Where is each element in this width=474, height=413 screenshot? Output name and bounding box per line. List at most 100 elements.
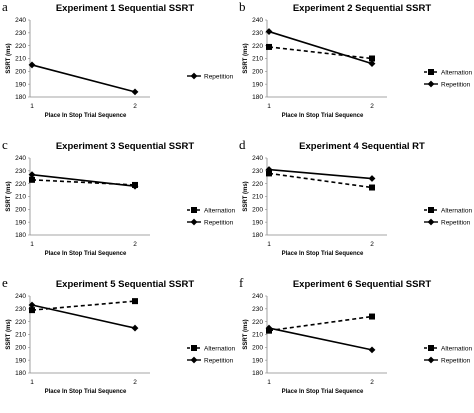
y-tick-label: 220	[252, 181, 263, 188]
legend-marker	[190, 72, 198, 80]
data-point-repetition	[368, 346, 376, 354]
data-point-alternation	[132, 298, 138, 305]
legend-label: Alternation	[204, 345, 235, 352]
y-tick-label: 190	[252, 81, 263, 88]
panel-letter: b	[239, 0, 246, 14]
legend-label: Repetition	[204, 73, 234, 80]
data-point-alternation	[369, 55, 375, 62]
data-point-alternation	[266, 43, 272, 50]
panel-letter: f	[239, 275, 244, 290]
y-tick-label: 200	[15, 69, 26, 76]
y-tick-label: 210	[252, 332, 263, 339]
legend-marker	[427, 356, 435, 364]
y-tick-label: 210	[252, 194, 263, 201]
x-axis-label: Place In Stop Trial Sequence	[282, 113, 364, 119]
data-point-repetition	[28, 61, 36, 69]
legend-label: Repetition	[441, 219, 471, 226]
series-line-repetition	[31, 173, 136, 188]
data-point-repetition	[265, 324, 273, 332]
legend-marker	[428, 69, 434, 75]
panel-a: a Experiment 1 Sequential SSRT18019020021…	[2, 0, 234, 119]
series-line-repetition	[31, 304, 136, 329]
legend-label: Alternation	[441, 69, 472, 76]
x-tick-label: 1	[30, 379, 34, 386]
y-axis-label: SSRT (ms)	[6, 319, 12, 349]
y-axis-label: SSRT (ms)	[243, 181, 249, 211]
x-axis-label: Place In Stop Trial Sequence	[282, 251, 364, 257]
x-tick-label: 1	[267, 103, 271, 110]
data-point-alternation	[29, 176, 35, 183]
data-point-alternation	[29, 307, 35, 314]
y-tick-label: 180	[252, 370, 263, 377]
x-axis-label: Place In Stop Trial Sequence	[45, 389, 127, 395]
y-tick-label: 240	[252, 17, 263, 24]
y-tick-label: 180	[252, 232, 263, 239]
y-tick-label: 190	[15, 219, 26, 226]
x-tick-label: 1	[267, 379, 271, 386]
panel-letter: a	[2, 0, 8, 14]
x-tick-label: 2	[370, 103, 374, 110]
panel-title: Experiment 2 Sequential SSRT	[293, 3, 432, 14]
y-tick-label: 210	[15, 56, 26, 63]
x-axis-label: Place In Stop Trial Sequence	[45, 113, 127, 119]
y-tick-label: 190	[15, 81, 26, 88]
legend-label: Repetition	[441, 81, 471, 88]
y-tick-label: 220	[15, 181, 26, 188]
data-point-repetition	[131, 182, 139, 190]
y-tick-label: 180	[15, 370, 26, 377]
x-tick-label: 1	[267, 241, 271, 248]
y-tick-label: 230	[15, 306, 26, 313]
legend-marker	[191, 345, 197, 351]
y-tick-label: 210	[15, 332, 26, 339]
y-tick-label: 200	[252, 345, 263, 352]
panel-letter: c	[2, 137, 8, 152]
x-tick-label: 1	[30, 103, 34, 110]
data-point-alternation	[369, 313, 375, 320]
panel-title: Experiment 4 Sequential RT	[299, 141, 425, 152]
panel-c: c Experiment 3 Sequential SSRT18019020021…	[2, 137, 235, 257]
panel-d: d Experiment 4 Sequential RT 180 190 200 210 2…	[239, 137, 472, 257]
y-axis-label: SSRT (ms)	[6, 181, 12, 211]
legend-label: Repetition	[204, 357, 234, 364]
y-tick-label: 230	[252, 30, 263, 37]
panel-title: Experiment 6 Sequential SSRT	[293, 279, 432, 290]
y-tick-label: 180	[15, 94, 26, 101]
legend-marker	[428, 345, 434, 351]
x-tick-label: 1	[30, 241, 34, 248]
panel-e: e Experiment 5 Sequential SSRT18019020021…	[2, 275, 235, 395]
panel-letter: d	[239, 137, 246, 152]
series-line-repetition	[268, 327, 373, 351]
series-line-alternation	[268, 172, 373, 189]
series-line-repetition	[268, 168, 373, 180]
series-line-repetition	[31, 64, 136, 93]
y-tick-label: 230	[252, 168, 263, 175]
data-point-repetition	[28, 171, 36, 179]
legend-marker	[428, 207, 434, 213]
panel-letter: e	[2, 275, 8, 290]
y-tick-label: 240	[15, 155, 26, 162]
legend-label: Alternation	[204, 207, 235, 214]
y-tick-label: 190	[252, 357, 263, 364]
x-tick-label: 2	[370, 241, 374, 248]
data-point-alternation	[266, 170, 272, 177]
series-line-repetition	[268, 30, 373, 65]
y-tick-label: 210	[252, 56, 263, 63]
data-point-repetition	[131, 324, 139, 332]
panel-title: Experiment 5 Sequential SSRT	[56, 279, 195, 290]
data-point-repetition	[368, 175, 376, 182]
legend-marker	[427, 80, 435, 88]
y-axis-label: SSRT (ms)	[243, 43, 249, 73]
panel-f: f Experiment 6 Sequential SSRT18019020021…	[239, 275, 472, 395]
x-axis-label: Place In Stop Trial Sequence	[282, 389, 364, 395]
data-point-alternation	[369, 184, 375, 191]
y-tick-label: 230	[252, 306, 263, 313]
y-tick-label: 240	[15, 17, 26, 24]
y-tick-label: 240	[252, 293, 263, 300]
series-line-alternation	[268, 46, 373, 60]
y-tick-label: 220	[252, 319, 263, 326]
y-axis-label: SSRT (ms)	[6, 43, 12, 73]
x-tick-label: 2	[370, 379, 374, 386]
y-tick-label: 230	[15, 30, 26, 37]
y-tick-label: 240	[252, 155, 263, 162]
